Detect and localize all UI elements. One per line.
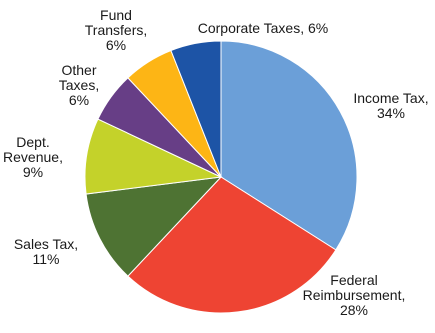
slice-label-line: Dept. bbox=[16, 134, 49, 150]
slice-label-line: 6% bbox=[106, 37, 126, 53]
pie-slice-income-tax bbox=[220, 40, 358, 251]
slice-label-line: Other bbox=[61, 62, 96, 78]
slice-label-line: Reimbursement, bbox=[303, 287, 406, 303]
pie-slice-sales-tax bbox=[85, 176, 223, 277]
slices-layer bbox=[84, 40, 358, 314]
slice-label-line: Taxes, bbox=[59, 77, 99, 93]
slice-label-federal-reimbursement: Federal Reimbursement, 28% bbox=[303, 272, 406, 318]
labels-layer: Income Tax, 34% Federal Reimbursement, 28% Sa… bbox=[3, 7, 429, 318]
slice-label-line: Revenue, bbox=[3, 149, 63, 165]
slice-label-other-taxes: Other Taxes, 6% bbox=[59, 62, 99, 108]
slice-label-line: Fund bbox=[100, 7, 132, 23]
slice-label-line: 28% bbox=[340, 302, 368, 318]
slice-label-line: 6% bbox=[69, 92, 89, 108]
slice-label-line: 9% bbox=[23, 164, 43, 180]
slice-label-line: 34% bbox=[377, 105, 405, 121]
slice-label-income-tax: Income Tax, 34% bbox=[353, 90, 428, 121]
slice-label-sales-tax: Sales Tax, 11% bbox=[14, 236, 78, 267]
pie-slice-corporate-taxes bbox=[170, 40, 222, 178]
slice-label-dept-revenue: Dept. Revenue, 9% bbox=[3, 134, 63, 180]
slice-label-fund-transfers: Fund Transfers, 6% bbox=[85, 7, 148, 53]
slice-label-line: Corporate Taxes, 6% bbox=[198, 20, 328, 36]
slice-label-line: Income Tax, bbox=[353, 90, 428, 106]
slice-label-line: Federal bbox=[330, 272, 377, 288]
pie-slice-federal-reimbursement bbox=[127, 176, 337, 314]
slice-label-corporate-taxes: Corporate Taxes, 6% bbox=[198, 20, 328, 36]
slice-label-line: Transfers, bbox=[85, 22, 148, 38]
slice-label-line: Sales Tax, bbox=[14, 236, 78, 252]
slice-label-line: 11% bbox=[33, 251, 60, 267]
